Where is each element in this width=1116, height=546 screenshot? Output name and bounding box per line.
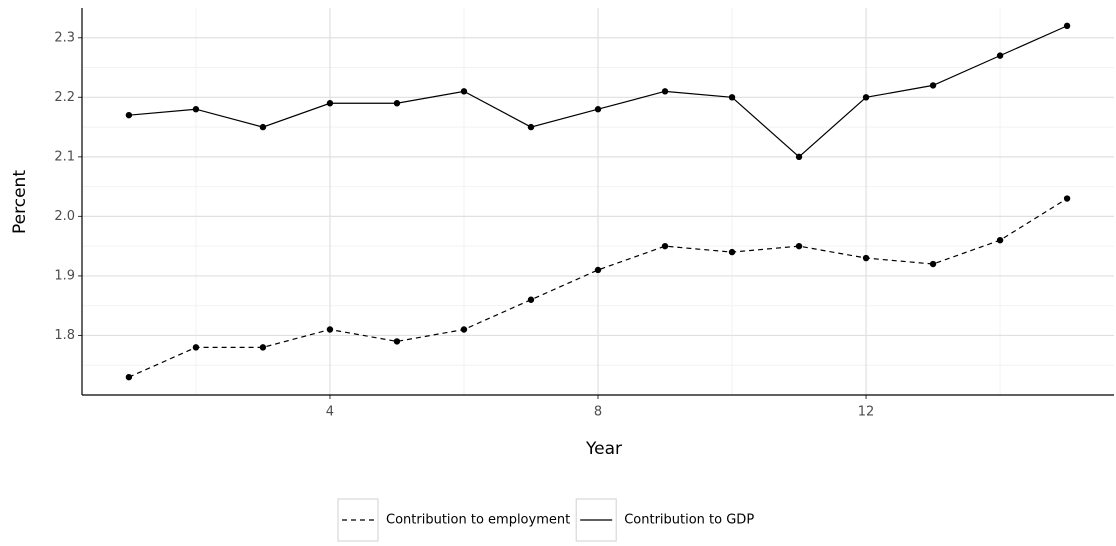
- point: [527, 296, 535, 303]
- point: [192, 344, 200, 351]
- point: [1063, 195, 1071, 202]
- point: [594, 106, 602, 113]
- point: [728, 94, 736, 101]
- point: [661, 242, 669, 250]
- point: [728, 248, 736, 256]
- point: [192, 106, 200, 113]
- point: [326, 100, 334, 107]
- y-tick-label: 2.3: [54, 30, 75, 45]
- point: [862, 94, 870, 101]
- x-tick-label: 8: [594, 405, 602, 420]
- series-line: [128, 198, 1068, 378]
- point: [259, 123, 267, 131]
- y-tick-label: 1.8: [54, 328, 75, 343]
- legend-label: Contribution to employment: [386, 513, 570, 528]
- legend-label: Contribution to GDP: [624, 513, 754, 528]
- y-tick-label: 2.0: [54, 209, 75, 224]
- point: [862, 254, 870, 262]
- x-tick-label: 12: [858, 405, 875, 420]
- point: [125, 111, 133, 119]
- x-axis-label: Year: [585, 439, 622, 459]
- point: [929, 260, 937, 268]
- point: [996, 237, 1004, 244]
- point: [460, 88, 468, 95]
- point: [795, 153, 803, 161]
- y-tick-label: 1.9: [54, 268, 75, 283]
- point: [661, 88, 669, 95]
- point: [393, 338, 401, 345]
- y-tick-label: 2.1: [54, 149, 75, 164]
- point: [125, 373, 133, 381]
- point: [326, 326, 334, 333]
- point: [259, 344, 267, 351]
- y-tick-label: 2.2: [54, 90, 75, 105]
- point: [393, 100, 401, 107]
- point: [527, 123, 535, 131]
- y-axis-label: Percent: [10, 170, 30, 234]
- point: [795, 242, 803, 250]
- point: [1063, 22, 1071, 30]
- point: [594, 266, 602, 274]
- x-tick-label: 4: [326, 405, 334, 420]
- point: [929, 82, 937, 89]
- point: [460, 326, 468, 333]
- point: [996, 52, 1004, 59]
